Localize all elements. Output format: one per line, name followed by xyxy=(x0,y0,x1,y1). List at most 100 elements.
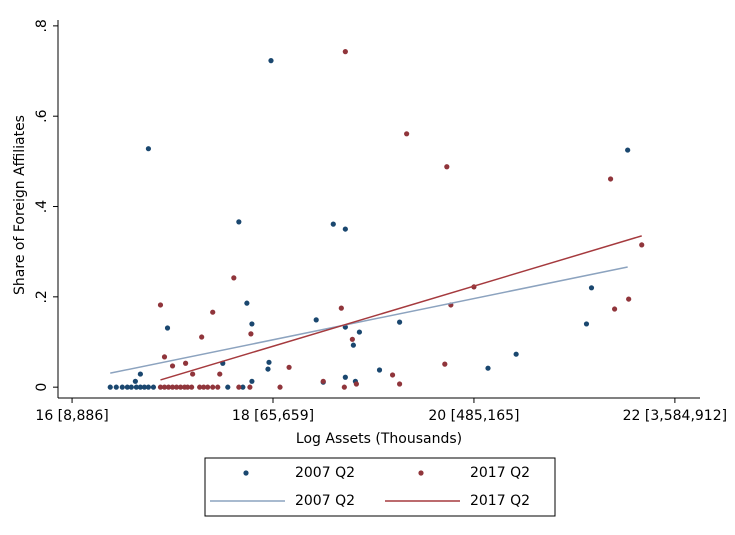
scatter-point xyxy=(513,351,519,357)
scatter-point xyxy=(342,49,348,55)
y-tick-label: .4 xyxy=(34,200,50,213)
y-tick-label: .2 xyxy=(34,290,50,303)
scatter-point xyxy=(231,275,237,281)
scatter-point xyxy=(277,384,283,390)
scatter-point xyxy=(217,371,223,377)
scatter-point xyxy=(588,285,595,291)
legend-marker xyxy=(418,470,424,476)
scatter-point xyxy=(169,363,176,369)
x-axis-title: Log Assets (Thousands) xyxy=(296,431,462,447)
scatter-point xyxy=(164,325,171,331)
scatter-point xyxy=(137,371,143,377)
scatter-point xyxy=(244,300,250,306)
scatter-point xyxy=(157,302,164,308)
scatter-point xyxy=(350,342,356,348)
scatter-point xyxy=(185,384,191,390)
scatter-point xyxy=(189,384,195,390)
scatter-point xyxy=(485,365,491,371)
scatter-point xyxy=(190,371,196,377)
scatter-point xyxy=(124,384,130,390)
fit-line xyxy=(160,235,642,381)
scatter-point xyxy=(165,384,172,390)
scatter-point xyxy=(249,321,255,327)
scatter-point xyxy=(639,242,645,248)
scatter-point xyxy=(236,219,242,225)
scatter-point xyxy=(286,364,292,370)
scatter-point xyxy=(342,226,348,232)
fit-line xyxy=(110,266,628,374)
y-axis-title: Share of Foreign Affiliates xyxy=(12,115,28,295)
scatter-point xyxy=(201,384,207,390)
scatter-point xyxy=(248,331,254,337)
scatter-point xyxy=(210,384,216,390)
scatter-point xyxy=(182,360,189,366)
scatter-point xyxy=(225,384,231,390)
scatter-point xyxy=(583,321,590,327)
y-tick-label: 0 xyxy=(34,383,50,392)
legend-label: 2017 Q2 xyxy=(470,493,530,509)
scatter-point xyxy=(173,384,180,390)
scatter-point xyxy=(177,384,184,390)
scatter-point xyxy=(320,378,326,384)
scatter-point xyxy=(265,366,271,372)
scatter-point xyxy=(150,384,157,390)
scatter-point xyxy=(353,381,359,387)
scatter-point xyxy=(161,384,168,390)
scatter-point xyxy=(205,384,211,390)
scatter-point xyxy=(128,384,134,390)
scatter-point xyxy=(313,317,319,323)
scatter-point xyxy=(266,359,272,365)
legend-box xyxy=(204,457,556,517)
y-tick-label: .6 xyxy=(34,109,50,122)
legend-marker xyxy=(243,470,249,476)
scatter-point xyxy=(249,378,255,384)
scatter-point xyxy=(612,306,618,312)
scatter-point xyxy=(240,384,246,390)
x-tick-label: 20 [485,165] xyxy=(428,408,519,424)
legend-label: 2007 Q2 xyxy=(295,465,355,481)
scatter-point xyxy=(145,384,152,390)
scatter-point xyxy=(132,378,138,384)
scatter-point xyxy=(349,336,355,342)
scatter-point xyxy=(169,384,176,390)
scatter-point xyxy=(396,319,403,325)
scatter-point xyxy=(107,384,113,390)
legend-label: 2017 Q2 xyxy=(470,465,530,481)
scatter-point xyxy=(113,384,119,390)
scatter-point xyxy=(356,329,363,335)
scatter-point xyxy=(341,384,347,390)
scatter-point xyxy=(137,384,143,390)
scatter-point xyxy=(330,221,336,227)
scatter-point xyxy=(607,176,614,182)
scatter-point xyxy=(247,384,253,390)
scatter-point xyxy=(236,384,242,390)
scatter-point xyxy=(210,309,216,315)
legend-label: 2007 Q2 xyxy=(295,493,355,509)
scatter-point xyxy=(376,367,383,373)
scatter-point xyxy=(626,296,632,302)
scatter-point xyxy=(215,384,221,390)
scatter-point xyxy=(338,305,344,311)
scatter-point xyxy=(342,374,348,380)
scatter-point xyxy=(444,164,450,170)
scatter-point xyxy=(389,372,396,378)
scatter-point xyxy=(625,147,631,153)
y-tick-label: .8 xyxy=(34,19,50,32)
x-tick-label: 22 [3,584,912] xyxy=(623,408,727,424)
scatter-point xyxy=(161,354,168,360)
x-tick-label: 18 [65,659] xyxy=(232,408,314,424)
scatter-point xyxy=(197,384,203,390)
scatter-point xyxy=(145,146,152,152)
scatter-point xyxy=(396,381,403,387)
x-tick-label: 16 [8,886] xyxy=(35,408,108,424)
scatter-point xyxy=(404,131,410,137)
scatter-point xyxy=(119,384,125,390)
scatter-point xyxy=(141,384,148,390)
scatter-point xyxy=(442,361,448,367)
scatter-point xyxy=(268,58,274,64)
scatter-point xyxy=(157,384,164,390)
scatter-point xyxy=(199,334,205,340)
scatter-point xyxy=(133,384,139,390)
